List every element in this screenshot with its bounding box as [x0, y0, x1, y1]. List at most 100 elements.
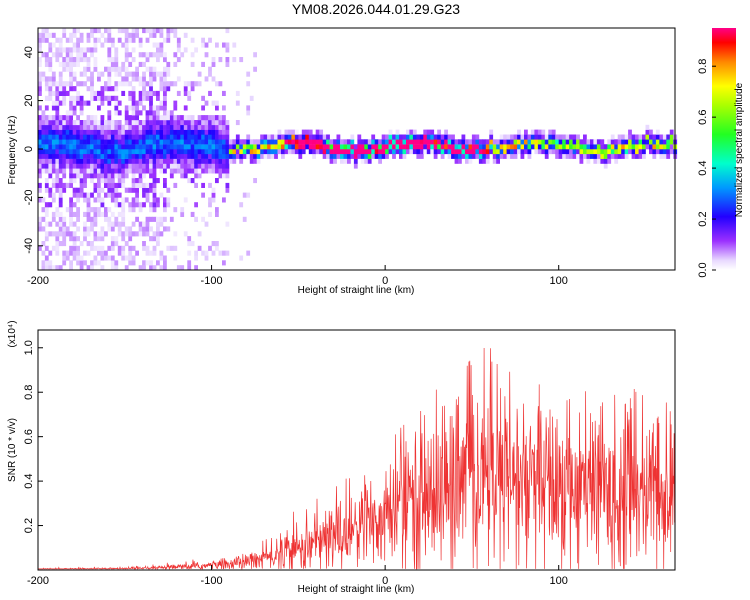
spectrogram-cell — [173, 100, 178, 106]
spectrogram-cell — [138, 124, 143, 130]
snr-scale-label: (x10⁴) — [7, 320, 18, 347]
spectrogram-cell — [93, 207, 98, 213]
spectrogram-cell — [308, 149, 313, 155]
spectrogram-cell — [190, 61, 195, 67]
spectrogram-cell — [83, 231, 87, 237]
spectrogram-cell — [38, 90, 42, 96]
spectrogram-cell — [187, 120, 192, 126]
spectrogram-cell — [208, 182, 212, 188]
colorbar: 0.00.20.40.60.8 Normalized spectral ampl… — [697, 28, 745, 278]
spectrogram-cell — [44, 153, 49, 159]
spectrogram-cell — [145, 182, 150, 188]
spectrogram-cell — [135, 168, 139, 174]
spectrogram-cell — [291, 149, 296, 155]
spectrogram-cell — [180, 52, 185, 58]
spectrogram-cell — [38, 115, 42, 121]
spectrogram-cell — [596, 144, 601, 150]
spectrogram-cell — [121, 153, 126, 159]
spectrogram-cell — [72, 211, 77, 217]
spectrogram-cell — [274, 149, 278, 155]
spectrogram-cell — [97, 134, 101, 140]
spectrogram-cell — [90, 115, 94, 121]
spectrogram-cell — [517, 129, 521, 135]
spectrogram-cell — [62, 173, 67, 179]
spectrogram-cell — [38, 153, 42, 159]
spectrogram-cell — [197, 245, 202, 251]
spectrogram-cell — [423, 149, 428, 155]
spectrogram-cell — [38, 163, 42, 169]
spectrogram-cell — [114, 163, 119, 169]
spectrogram-cell — [169, 163, 174, 169]
spectrogram-cell — [586, 158, 591, 164]
spectrogram-cell — [90, 153, 94, 159]
spectrogram-cell — [308, 129, 313, 135]
spectrogram-cell — [51, 139, 56, 145]
spectrogram-cell — [163, 163, 167, 169]
spectrogram-cell — [128, 52, 133, 58]
spectrogram-cell — [374, 144, 379, 150]
spectrogram-cell — [65, 47, 70, 53]
spectrogram-cell — [260, 153, 264, 159]
spectrogram-cell — [121, 76, 126, 82]
spectrogram-cell — [65, 110, 70, 116]
spectrogram-cell — [593, 153, 598, 159]
spectrogram-cell — [628, 139, 632, 145]
spectrogram-cell — [58, 187, 63, 193]
spectrogram-cell — [83, 211, 87, 217]
spectrogram-cell — [121, 207, 126, 213]
spectrogram-cell — [492, 158, 497, 164]
spectrogram-cell — [48, 265, 53, 271]
spectrogram-cell — [135, 182, 139, 188]
spectrogram-cell — [180, 134, 185, 140]
spectrogram-cell — [176, 57, 181, 63]
spectrogram-cell — [145, 139, 150, 145]
spectrogram-cell — [194, 120, 198, 126]
spectrogram-cell — [163, 144, 167, 150]
spectrogram-cell — [104, 144, 108, 150]
spectrogram-cell — [121, 81, 126, 87]
spectrogram-cell — [145, 260, 150, 266]
spectrogram-cell — [489, 139, 494, 145]
spectrogram-cell — [669, 149, 674, 155]
spectrogram-cell — [62, 260, 67, 266]
spectrogram-cell — [41, 134, 46, 140]
spectrogram-cell — [333, 139, 337, 145]
spectrogram-cell — [416, 153, 421, 159]
spectrogram-cell — [62, 221, 67, 227]
spectrogram-cell — [163, 129, 167, 135]
spectrogram-cell — [222, 163, 226, 169]
spectrogram-cell — [62, 90, 67, 96]
spectrogram-cell — [326, 144, 330, 150]
spectrogram-cell — [117, 149, 122, 155]
spectrogram-cell — [117, 66, 122, 72]
spectrogram-cell — [114, 173, 119, 179]
spectrogram-cell — [537, 134, 542, 140]
spectrogram-cell — [256, 158, 261, 164]
spectrogram-cell — [246, 153, 251, 159]
spectrogram-cell — [465, 153, 469, 159]
spectrogram-cell — [156, 158, 160, 164]
spectrogram-cell — [110, 144, 115, 150]
spectrogram-cell — [44, 202, 49, 208]
spectrogram-cell — [187, 241, 192, 247]
spectrogram-cell — [76, 57, 80, 63]
spectrogram-cell — [662, 153, 667, 159]
spectrogram-cell — [183, 115, 188, 121]
spectrogram-cell — [211, 149, 216, 155]
spectrogram-cell — [149, 187, 153, 193]
spectrogram-cell — [72, 153, 77, 159]
spectrogram-cell — [225, 221, 230, 227]
spectrogram-cell — [145, 192, 150, 198]
spectrogram-cell — [412, 139, 417, 145]
spectrogram-cell — [173, 115, 178, 121]
spectrogram-cell — [360, 144, 365, 150]
spectrogram-cell — [166, 144, 171, 150]
spectrogram-cell — [187, 178, 192, 184]
spectrogram-cell — [287, 144, 292, 150]
spectrogram-cell — [86, 163, 91, 169]
spectrogram-cell — [117, 110, 122, 116]
spectrogram-cell — [62, 61, 67, 67]
spectrogram-cell — [357, 139, 362, 145]
spectrogram-cell — [628, 129, 632, 135]
spectrogram-cell — [211, 158, 216, 164]
